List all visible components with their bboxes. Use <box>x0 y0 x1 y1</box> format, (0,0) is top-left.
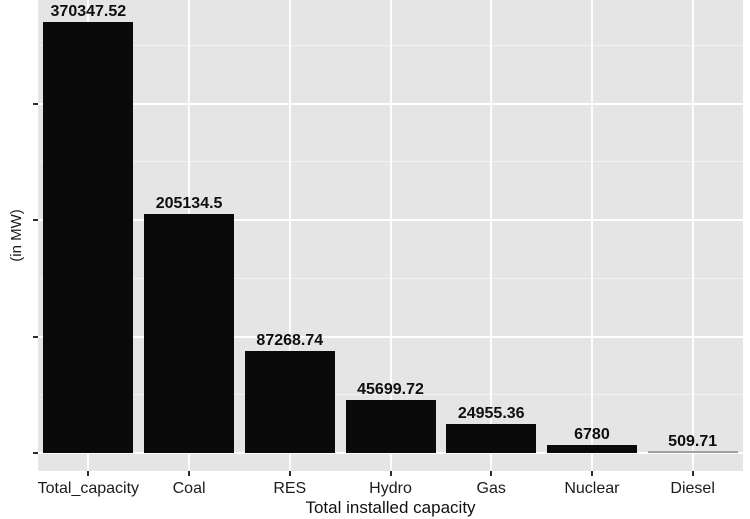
bar-hydro <box>345 399 436 453</box>
y-axis-title-container: (in MW) <box>0 0 32 471</box>
plot-panel: 370347.52 205134.5 87268.74 45699.72 24955.3… <box>38 0 743 471</box>
x-axis-tick <box>288 471 291 476</box>
x-axis-tick <box>590 471 593 476</box>
y-axis-title: (in MW) <box>7 209 25 262</box>
gridline-x <box>389 0 392 471</box>
x-axis-tick-label: Hydro <box>369 480 412 497</box>
y-axis-tick <box>33 102 38 105</box>
bar-value-label: 24955.36 <box>457 404 525 422</box>
bar-value-label: 205134.5 <box>155 195 223 213</box>
x-axis-title: Total installed capacity <box>305 498 476 517</box>
x-axis-tick-label: Total_capacity <box>37 480 140 497</box>
x-axis-tick <box>691 471 694 476</box>
y-axis-tick <box>33 335 38 338</box>
x-axis-tick <box>490 471 493 476</box>
gridline-x <box>490 0 493 471</box>
x-axis-tick-label: Gas <box>476 480 506 497</box>
x-axis-tick <box>188 471 191 476</box>
x-axis-tick <box>87 471 90 476</box>
bar-total_capacity <box>43 21 134 453</box>
gridline-x <box>288 0 291 471</box>
x-axis-tick-label: Nuclear <box>564 480 620 497</box>
bar-diesel <box>647 451 738 453</box>
bar-gas <box>446 423 537 453</box>
x-axis-tick-label: Diesel <box>670 480 715 497</box>
bar-res <box>244 351 335 453</box>
bar-value-label: 45699.72 <box>357 380 424 398</box>
bar-value-label: 509.71 <box>668 433 718 451</box>
bar-value-label: 6780 <box>574 426 610 444</box>
x-axis-tick <box>389 471 392 476</box>
gridline-x <box>590 0 593 471</box>
bar-coal <box>144 214 235 453</box>
bar-value-label: 370347.52 <box>50 2 127 20</box>
x-axis-tick-label: RES <box>273 480 307 497</box>
bar-nuclear <box>546 445 637 453</box>
bar-value-label: 87268.74 <box>256 332 324 350</box>
y-axis-tick <box>33 452 38 454</box>
x-axis-tick-label: Coal <box>172 480 206 497</box>
gridline-x <box>691 0 694 471</box>
y-axis-tick <box>33 219 38 221</box>
